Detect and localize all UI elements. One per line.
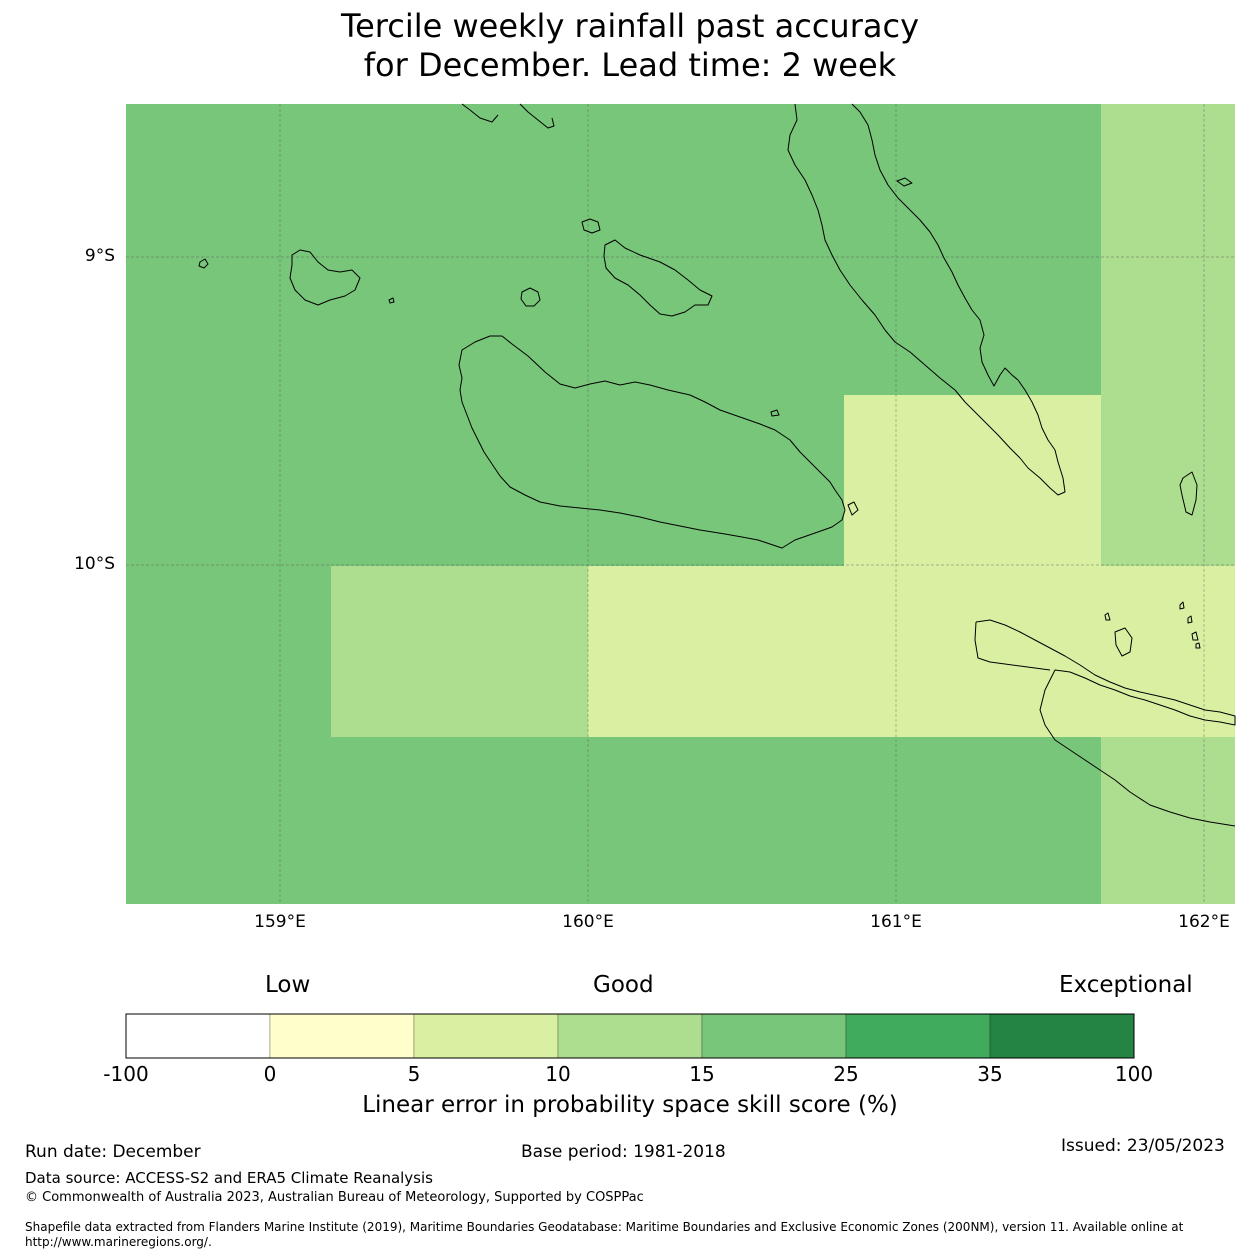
island-savo — [520, 287, 541, 307]
islet — [581, 218, 601, 234]
coast-segment — [461, 103, 499, 123]
colorbar-title: Linear error in probability space skill … — [362, 1092, 898, 1118]
skill-cell-10-15 — [1101, 737, 1235, 904]
chart-title-line-1: Tercile weekly rainfall past accuracy — [340, 7, 919, 45]
colorbar-segment — [269, 1013, 415, 1059]
colorbar-tick-label: 100 — [1114, 1062, 1154, 1086]
islet — [198, 258, 209, 269]
islet — [896, 177, 913, 187]
islet — [1187, 615, 1193, 624]
colorbar-tick-label: -100 — [103, 1062, 149, 1086]
lon-label: 160°E — [562, 912, 614, 932]
islet — [1191, 631, 1199, 641]
colorbar-segment — [989, 1013, 1135, 1059]
colorbar-label-good: Good — [593, 972, 654, 998]
island-florida — [603, 239, 713, 317]
islet — [847, 501, 859, 516]
colorbar-label-exceptional: Exceptional — [1059, 972, 1193, 998]
islet — [1114, 627, 1133, 657]
skill-cell-10-15 — [1101, 104, 1235, 566]
copyright-notice: © Commonwealth of Australia 2023, Austra… — [25, 1190, 644, 1205]
island-malaita — [787, 103, 1066, 496]
run-date: Run date: December — [25, 1142, 201, 1162]
issued-date: Issued: 23/05/2023 — [1061, 1136, 1225, 1156]
base-period: Base period: 1981-2018 — [521, 1142, 726, 1162]
lat-label: 9°S — [84, 246, 115, 266]
graticule — [126, 104, 1235, 904]
colorbar-outline — [125, 1013, 1135, 1059]
island-makira-west — [974, 621, 1051, 671]
coast-segment — [519, 103, 555, 129]
shapefile-credit: Shapefile data extracted from Flanders M… — [25, 1220, 1184, 1249]
lon-label: 162°E — [1178, 912, 1230, 932]
islet — [770, 409, 780, 417]
colorbar-tick-label: 5 — [407, 1062, 421, 1086]
island-russell — [289, 249, 361, 306]
skill-cell-5-10 — [588, 566, 1235, 737]
islet — [388, 297, 395, 304]
colorbar-segment — [557, 1013, 703, 1059]
lon-label: 161°E — [870, 912, 922, 932]
colorbar-tick-label: 25 — [833, 1062, 859, 1086]
colorbar-segment — [413, 1013, 559, 1059]
chart-title-line-2: for December. Lead time: 2 week — [363, 46, 897, 84]
colorbar-label-low: Low — [265, 972, 311, 998]
islet — [1179, 471, 1198, 516]
colorbar-segment — [845, 1013, 991, 1059]
lon-label: 159°E — [254, 912, 306, 932]
skill-cell-10-15 — [331, 566, 588, 737]
colorbar-tick-label: 15 — [689, 1062, 715, 1086]
skill-cell-5-10 — [844, 395, 1101, 566]
island-guadalcanal — [458, 335, 846, 549]
colorbar-tick-label: 10 — [545, 1062, 571, 1086]
lat-label: 10°S — [74, 554, 115, 574]
islet — [1179, 601, 1185, 610]
islet — [1104, 612, 1111, 621]
islet — [1195, 642, 1201, 649]
island-makira — [975, 619, 1236, 827]
colorbar-segment — [701, 1013, 847, 1059]
colorbar-tick-label: 0 — [263, 1062, 277, 1086]
coastlines — [198, 103, 1236, 827]
colorbar-segment — [125, 1013, 271, 1059]
colorbar-tick-label: 35 — [977, 1062, 1003, 1086]
data-source: Data source: ACCESS-S2 and ERA5 Climate … — [25, 1169, 433, 1187]
